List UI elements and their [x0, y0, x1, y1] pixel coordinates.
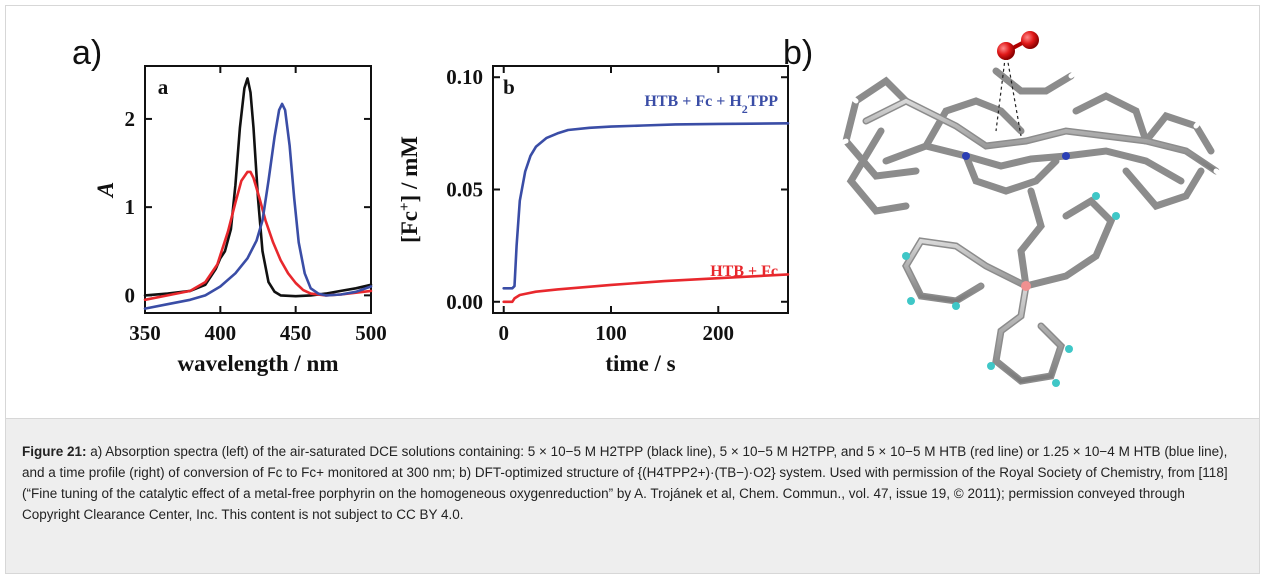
charts-svg: 350 400 450 500 0 1 2 wavelength / nm Aa 0 100 200… — [93, 65, 790, 376]
chart-absorption-spectra: 350 400 450 500 0 1 2 wavelength / nm Aa — [93, 65, 387, 376]
figure-caption-box: Figure 21: a) Absorption spectra (left) … — [6, 418, 1259, 573]
figure-label: Figure 21: — [22, 444, 87, 459]
x-tick-label: 400 — [205, 321, 237, 345]
series-label-htb-fc-h2tpp: HTB + Fc + H2TPP — [644, 93, 778, 116]
x-tick-label: 500 — [355, 321, 387, 345]
y-tick-label: 0.00 — [446, 290, 483, 314]
y-tick-label: 1 — [125, 195, 136, 219]
series-line — [143, 102, 373, 310]
x-axis-title: time / s — [605, 351, 675, 376]
y-axis-title: A — [93, 182, 118, 199]
panel-a-label: a) — [72, 34, 103, 72]
series-label-htb-fc: HTB + Fc — [710, 263, 778, 280]
x-tick-label: 200 — [703, 321, 735, 345]
inner-panel-label: b — [503, 75, 515, 99]
figure-caption: Figure 21: a) Absorption spectra (left) … — [22, 441, 1244, 525]
dft-structure-image — [831, 31, 1231, 387]
y-tick-label: 0.05 — [446, 178, 483, 202]
series-line — [502, 122, 790, 290]
y-tick-label: 0.10 — [446, 65, 483, 89]
y-tick-label: 0 — [125, 283, 136, 307]
series-line — [143, 170, 373, 302]
series-line — [502, 273, 790, 304]
x-tick-label: 350 — [129, 321, 161, 345]
x-tick-label: 100 — [595, 321, 627, 345]
y-axis-title: [Fc+] / mM — [397, 136, 422, 243]
caption-text: a) Absorption spectra (left) of the air-… — [22, 444, 1228, 522]
chart-time-profile: 0 100 200 0.00 0.05 0.10 time / s [Fc+] / mM b HT… — [397, 65, 790, 376]
y-tick-label: 2 — [125, 107, 136, 131]
x-tick-label: 450 — [280, 321, 312, 345]
x-axis-title: wavelength / nm — [178, 351, 339, 376]
series-line — [143, 77, 373, 298]
x-tick-label: 0 — [498, 321, 509, 345]
inner-panel-label: a — [158, 75, 169, 99]
plot-frame — [144, 65, 372, 314]
